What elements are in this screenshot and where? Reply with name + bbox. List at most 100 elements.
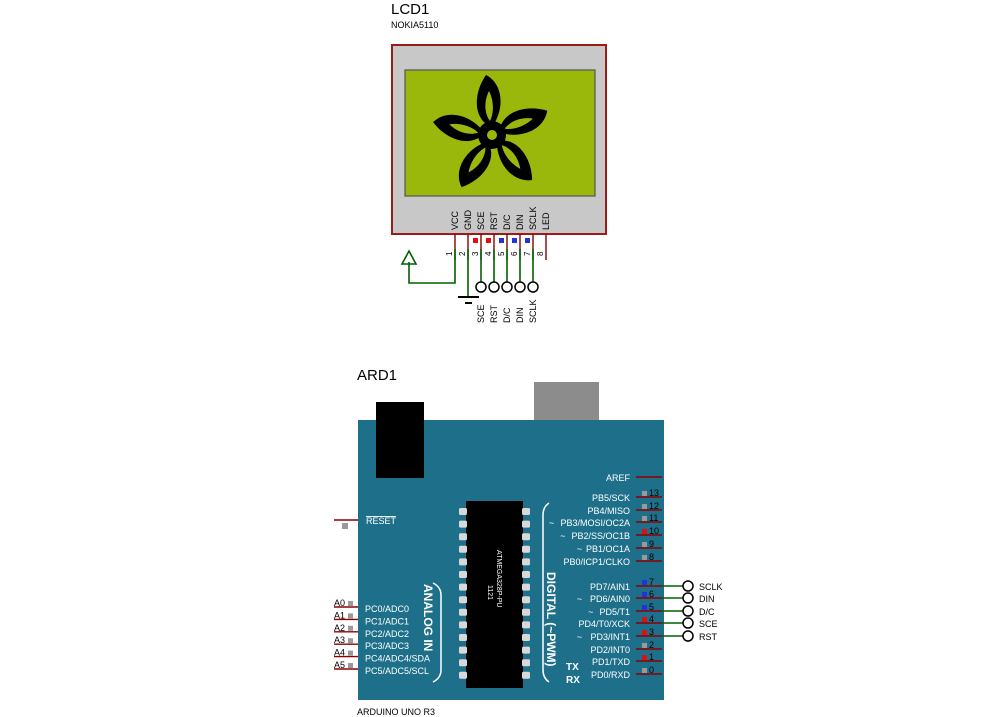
ard-net-label: RST xyxy=(699,632,718,642)
chip-pad xyxy=(522,646,530,654)
analog-pin-label: PC4/ADC4/SDA xyxy=(365,654,430,664)
lcd-net-terminals: SCE RST D/C DIN SCLK xyxy=(475,249,539,324)
analog-in-title: ANALOG IN xyxy=(421,584,435,651)
digital-pin-label: PB5/SCK xyxy=(592,493,630,503)
chip-pad xyxy=(459,583,467,591)
lcd-pin-marker xyxy=(473,238,478,243)
chip-pad xyxy=(459,646,467,654)
digital-pin-marker xyxy=(642,643,647,648)
lcd-net-label: DIN xyxy=(515,308,525,324)
chip-pads xyxy=(459,508,530,679)
chip-pad xyxy=(459,545,467,553)
chip-pad xyxy=(522,621,530,629)
digital-title: DIGITAL (~PWM) xyxy=(544,572,558,667)
lcd-net-terminal xyxy=(514,281,526,293)
ard-net-terminal xyxy=(682,617,694,629)
ard-net-terminal xyxy=(682,630,694,642)
lcd-pin-label: VCC xyxy=(450,210,460,230)
lcd-net-label: SCE xyxy=(476,304,486,323)
chip-pad xyxy=(522,545,530,553)
lcd-pin-number: 1 xyxy=(445,251,454,256)
digital-pin-label: PD4/T0/XCK xyxy=(578,619,630,629)
digital-pin-label: PD1/TXD xyxy=(592,657,631,667)
chip-pad xyxy=(459,659,467,667)
lcd-net-terminal xyxy=(488,281,500,293)
chip-pad xyxy=(522,533,530,541)
digital-pin-number: 10 xyxy=(649,526,659,536)
digital-pin-marker xyxy=(642,491,647,496)
digital-pin-marker xyxy=(642,630,647,635)
flower-logo-icon xyxy=(433,75,548,188)
ard-net-label: SCE xyxy=(699,619,718,629)
lcd-net-label: SCLK xyxy=(528,299,538,323)
lcd-pin-number: 8 xyxy=(536,251,545,256)
analog-pin-label: PC0/ADC0 xyxy=(365,604,409,614)
analog-pin-marker xyxy=(348,601,353,606)
analog-pin-marker xyxy=(348,613,353,619)
chip-pad xyxy=(459,671,467,679)
tx-label: TX xyxy=(566,662,579,673)
digital-pin-label: PD2/INT0 xyxy=(590,645,630,655)
lcd-pin-label: LED xyxy=(541,212,551,230)
arduino-net-terminals: SCLK DIN D/C SCE RST xyxy=(662,580,723,642)
digital-pin-number: 5 xyxy=(649,602,654,612)
lcd-pin-marker xyxy=(499,238,504,243)
reset-label: RESET xyxy=(366,516,397,526)
digital-pin-number: 7 xyxy=(649,577,654,587)
chip-pad xyxy=(522,596,530,604)
lcd-pin-marker xyxy=(486,238,491,243)
digital-pin-number: 11 xyxy=(649,513,658,523)
digital-pin-number: 8 xyxy=(649,552,654,562)
pwm-mark: ~ xyxy=(549,518,554,528)
lcd-pin-marker xyxy=(525,238,530,243)
analog-pin-marker xyxy=(348,625,353,631)
digital-pin-marker xyxy=(642,504,647,509)
digital-pin-number: 13 xyxy=(649,488,659,498)
digital-pin-number: 1 xyxy=(649,652,654,662)
digital-pin-number: 9 xyxy=(649,539,654,549)
chip-pad xyxy=(459,621,467,629)
chip-pad xyxy=(459,520,467,528)
digital-pin-number: 0 xyxy=(649,665,654,675)
chip-top-text: 1121 xyxy=(486,585,493,600)
lcd-pin-label: RST xyxy=(489,211,499,230)
ard-net-terminal xyxy=(682,605,694,617)
lcd-pin-label: SCE xyxy=(476,211,486,230)
ard-net-label: SCLK xyxy=(699,582,723,592)
chip-pad xyxy=(459,533,467,541)
chip-pad xyxy=(459,634,467,641)
digital-pin-number: 2 xyxy=(649,640,654,650)
rx-label: RX xyxy=(566,675,580,686)
digital-pin-marker xyxy=(642,555,647,560)
ground-icon xyxy=(458,249,479,304)
chip-pad xyxy=(459,558,467,566)
lcd-pin-number: 4 xyxy=(484,251,493,256)
chip-pad xyxy=(522,571,530,578)
chip-pad xyxy=(522,508,530,515)
ard-net-terminal xyxy=(682,580,694,592)
ard-net-label: DIN xyxy=(699,594,715,604)
analog-pin-number: A5 xyxy=(334,660,345,670)
lcd-pin-number: 6 xyxy=(510,251,519,256)
analog-pin-label: PC1/ADC1 xyxy=(365,616,409,626)
pwm-mark: ~ xyxy=(588,607,593,617)
analog-pins: A0 PC0/ADC0 A1 PC1/ADC1 A2 PC2/ADC2 A3 PC3/ADC3… xyxy=(334,598,430,676)
digital-bracket xyxy=(542,502,550,683)
analog-bracket xyxy=(432,582,442,683)
lcd-pin-number: 5 xyxy=(497,251,506,256)
ard-net-label: D/C xyxy=(699,607,715,617)
reset-pin-marker xyxy=(342,523,348,529)
digital-pin-number: 12 xyxy=(649,501,659,511)
analog-pin-number: A0 xyxy=(334,598,345,608)
digital-pin-number: 6 xyxy=(649,589,654,599)
chip-pad xyxy=(522,520,530,528)
lcd-pin-number: 7 xyxy=(523,251,532,256)
analog-pin-number: A3 xyxy=(334,635,345,645)
chip-pad xyxy=(522,608,530,616)
atmega-chip xyxy=(466,501,523,688)
analog-pin-label: PC3/ADC3 xyxy=(365,641,409,651)
analog-pin-marker xyxy=(348,638,353,644)
